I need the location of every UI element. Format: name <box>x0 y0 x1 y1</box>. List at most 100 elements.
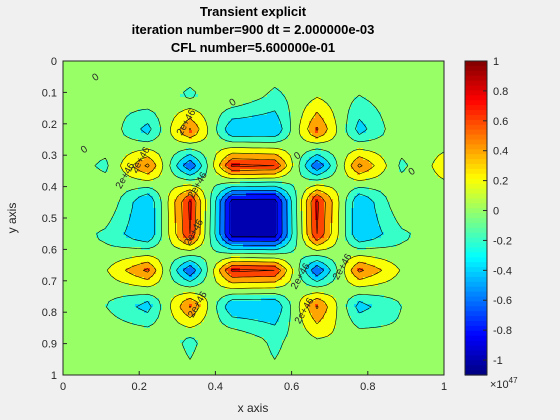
contour-cell <box>267 82 271 86</box>
contour-cell <box>96 76 100 80</box>
contour-cell <box>438 82 442 86</box>
contour-cell <box>207 118 211 122</box>
contour-cell <box>339 157 343 161</box>
contour-cell <box>63 70 67 74</box>
contour-cell <box>405 103 409 107</box>
contour-cell <box>63 175 67 179</box>
contour-cell <box>87 163 91 167</box>
contour-cell <box>384 118 388 122</box>
contour-cell <box>300 82 304 86</box>
contour-cell <box>279 133 283 137</box>
contour-cell <box>165 61 169 65</box>
contour-cell <box>381 88 385 92</box>
contour-cell <box>63 118 67 122</box>
contour-cell <box>159 79 163 83</box>
contour-cell <box>282 73 286 77</box>
contour-cell <box>321 73 325 77</box>
contour-cell <box>417 160 421 164</box>
contour-cell <box>369 79 373 83</box>
contour-cell <box>138 61 142 65</box>
contour-cell <box>168 130 172 134</box>
contour-cell <box>69 64 73 68</box>
contour-cell <box>63 163 67 167</box>
contour-cell <box>84 124 88 128</box>
contour-cell <box>405 79 409 83</box>
contour-cell <box>108 133 112 137</box>
contour-cell <box>129 106 133 110</box>
contour-cell <box>375 73 379 77</box>
contour-cell <box>105 79 109 83</box>
contour-cell <box>390 142 394 146</box>
contour-cell <box>195 79 199 83</box>
contour-cell <box>363 142 367 146</box>
contour-cell <box>309 124 313 128</box>
contour-cell <box>123 121 127 125</box>
contour-cell <box>93 175 97 179</box>
contour-cell <box>225 106 229 110</box>
contour-cell <box>180 121 184 125</box>
contour-cell <box>123 133 127 137</box>
contour-cell <box>435 142 439 146</box>
contour-cell <box>111 61 115 65</box>
contour-cell <box>294 67 298 71</box>
contour-cell <box>261 121 265 125</box>
contour-cell <box>333 115 337 119</box>
contour-cell <box>153 115 157 119</box>
contour-cell <box>210 97 214 101</box>
contour-cell <box>261 175 265 179</box>
contour-cell <box>378 106 382 110</box>
contour-cell <box>360 172 364 176</box>
contour-cell <box>207 115 211 119</box>
contour-cell <box>144 97 148 101</box>
contour-cell <box>84 136 88 140</box>
contour-cell <box>345 118 349 122</box>
contour-cell <box>387 106 391 110</box>
contour-cell <box>432 64 436 68</box>
contour-cell <box>96 157 100 161</box>
contour-cell <box>201 79 205 83</box>
contour-cell <box>216 142 220 146</box>
contour-cell <box>117 76 121 80</box>
contour-cell <box>363 139 367 143</box>
contour-cell <box>351 61 355 65</box>
contour-cell <box>432 94 436 98</box>
contour-cell <box>366 151 370 155</box>
contour-cell <box>183 154 187 158</box>
contour-cell <box>396 73 400 77</box>
contour-cell <box>84 127 88 131</box>
contour-cell <box>351 91 355 95</box>
contour-cell <box>423 79 427 83</box>
contour-cell <box>363 85 367 89</box>
contour-cell <box>318 88 322 92</box>
contour-cell <box>327 109 331 113</box>
contour-cell <box>396 61 400 65</box>
contour-cell <box>417 142 421 146</box>
contour-cell <box>300 133 304 137</box>
contour-cell <box>345 148 349 152</box>
contour-cell <box>288 172 292 176</box>
contour-cell <box>192 64 196 68</box>
contour-cell <box>165 67 169 71</box>
contour-cell <box>165 145 169 149</box>
contour-cell <box>387 121 391 125</box>
contour-cell <box>405 148 409 152</box>
contour-cell <box>75 166 79 170</box>
contour-cell <box>105 127 109 131</box>
contour-cell <box>174 70 178 74</box>
contour-cell <box>159 151 163 155</box>
contour-cell <box>126 76 130 80</box>
contour-cell <box>213 94 217 98</box>
contour-cell <box>249 100 253 104</box>
contour-cell <box>387 73 391 77</box>
contour-cell <box>108 100 112 104</box>
contour-cell <box>399 70 403 74</box>
contour-cell <box>417 157 421 161</box>
contour-cell <box>339 112 343 116</box>
contour-cell <box>306 157 310 161</box>
contour-cell <box>96 118 100 122</box>
contour-cell <box>393 169 397 173</box>
contour-cell <box>378 148 382 152</box>
contour-cell <box>309 67 313 71</box>
contour-cell <box>426 67 430 71</box>
contour-cell <box>99 118 103 122</box>
